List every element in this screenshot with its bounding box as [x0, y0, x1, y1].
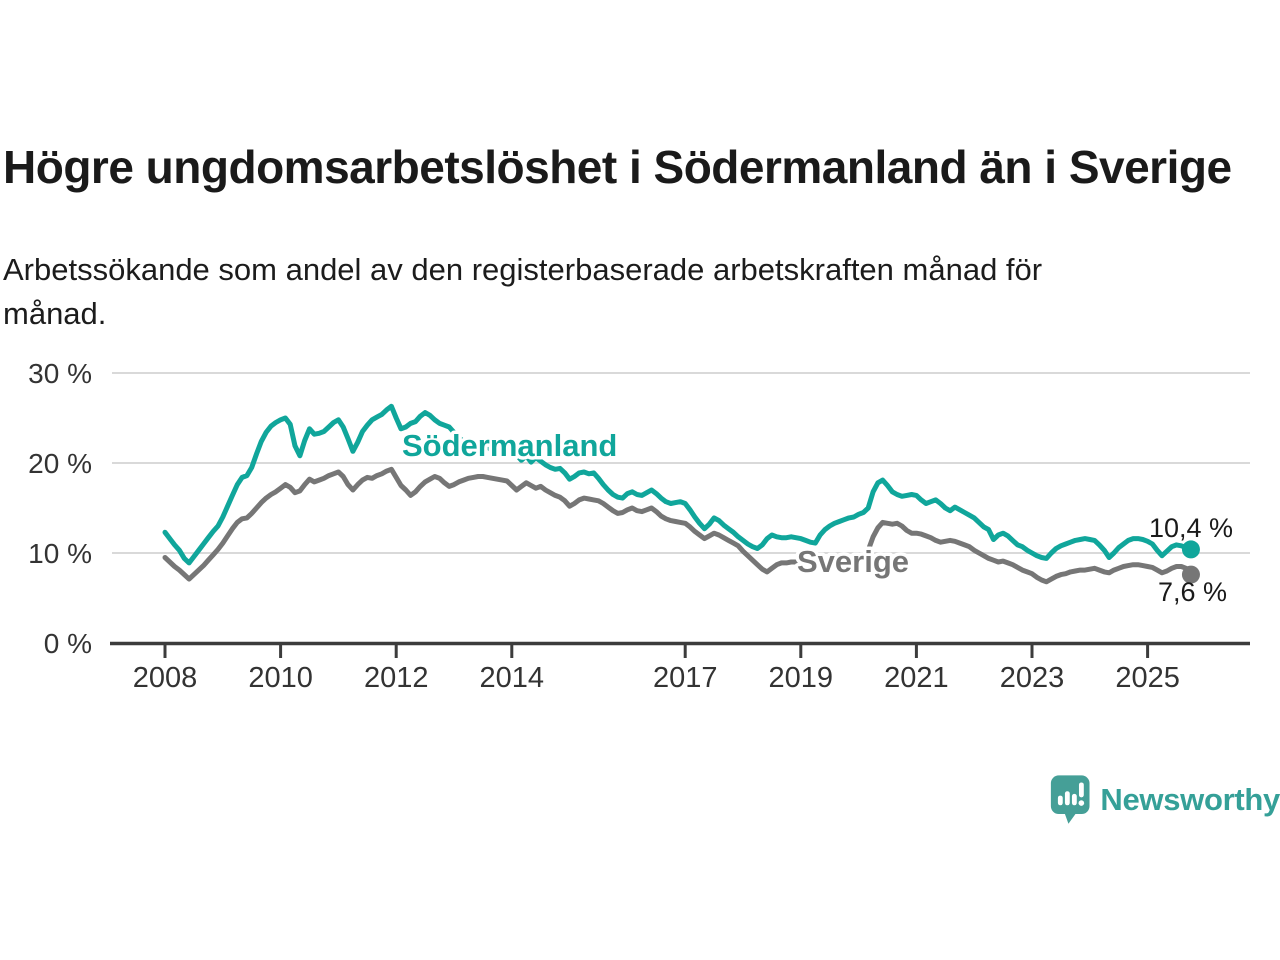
end-value-label-sverige: 7,6 % [1158, 577, 1227, 607]
y-tick-label: 10 % [28, 538, 92, 569]
axis-labels: 0 % 10 % 20 % 30 % 2008 2010 2012 2014 2017 2019 2… [28, 358, 1180, 694]
x-tick-label: 2023 [1000, 662, 1065, 694]
series-end-dot-sodermanland [1181, 540, 1200, 559]
series-label-sverige: Sverige [797, 544, 909, 579]
x-tick-label: 2025 [1115, 662, 1180, 694]
x-tick-label: 2019 [769, 662, 834, 694]
brand-name: Newsworthy [1100, 782, 1280, 817]
x-axis [110, 641, 1250, 658]
gridlines [112, 372, 1250, 554]
y-tick-label: 0 % [44, 628, 92, 659]
x-tick-label: 2010 [248, 662, 313, 694]
series-line-sverige [162, 466, 1194, 585]
y-tick-label: 20 % [28, 448, 92, 479]
chart-subtitle: Arbetssökande som andel av den registerb… [3, 252, 1043, 332]
series-label-sodermanland: Södermanland [402, 428, 617, 463]
brand-footer: Newsworthy [1050, 770, 1280, 830]
chart-canvas: 0 % 10 % 20 % 30 % 2008 2010 2012 2014 2017 2019 2… [28, 358, 1250, 694]
x-tick-label: 2014 [480, 662, 545, 694]
series-lines [162, 403, 1200, 585]
x-tick-label: 2017 [653, 662, 718, 694]
page-title: Högre ungdomsarbetslöshet i Södermanland… [3, 141, 1232, 193]
x-tick-label: 2021 [884, 662, 949, 694]
line-chart: 0 % 10 % 20 % 30 % 2008 2010 2012 2014 2017 2019 2… [0, 330, 1280, 710]
x-tick-label: 2008 [133, 662, 198, 694]
y-tick-label: 30 % [28, 358, 92, 389]
series-end-dot-sverige [1181, 565, 1200, 584]
chart-bars-speech-bubble-icon [1050, 775, 1090, 824]
series-line-sodermanland [162, 403, 1194, 566]
x-tick-label: 2012 [364, 662, 429, 694]
end-value-label-sodermanland: 10,4 % [1149, 513, 1233, 543]
